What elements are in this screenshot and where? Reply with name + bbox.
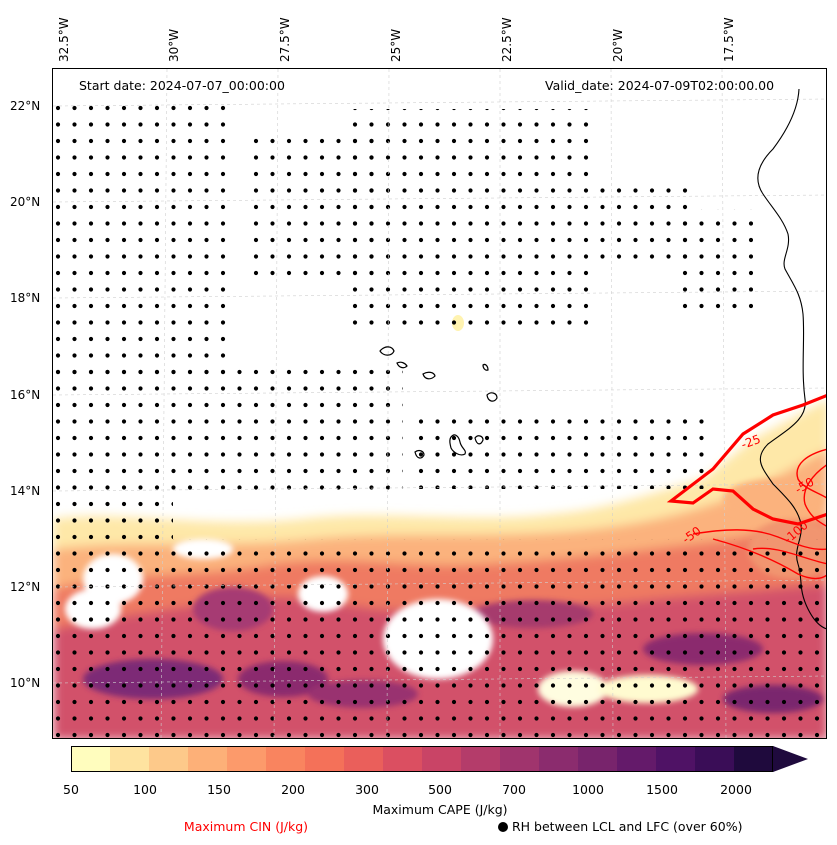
cape-verde-islands [379,346,498,459]
cbar-tick-700: 700 [502,782,526,797]
lon-label-30W: 30°W [167,28,181,62]
map-panel: -25 -50 -50 -100 [52,68,827,739]
lat-label-20N: 20°N [10,195,41,209]
cin-legend-label: Maximum CIN (J/kg) [183,819,309,834]
colorbar-swatch [305,746,345,772]
colorbar-swatch [344,746,384,772]
lat-label-16N: 16°N [10,388,41,402]
colorbar-swatch [695,746,735,772]
cbar-tick-200: 200 [281,782,305,797]
lon-label-27.5W: 27.5°W [278,17,292,62]
colorbar-swatch [227,746,267,772]
cape-colorbar [71,746,808,772]
cbar-tick-100: 100 [133,782,157,797]
colorbar-extend-arrow [773,746,808,772]
lon-label-32.5W: 32.5°W [57,17,71,62]
rh-legend-label: RH between LCL and LFC (over 60%) [512,819,743,834]
cin-contours [666,394,826,580]
graticule [53,69,826,738]
colorbar-swatch [578,746,618,772]
colorbar-swatch [734,746,774,772]
lat-label-18N: 18°N [10,291,41,305]
lat-label-14N: 14°N [10,484,41,498]
colorbar-swatch [656,746,696,772]
africa-coastline [757,88,826,630]
start-date-label: Start date: 2024-07-07_00:00:00 [79,78,285,93]
lat-label-10N: 10°N [10,676,41,690]
colorbar-swatch [422,746,462,772]
map-canvas: -25 -50 -50 -100 [53,69,826,738]
cbar-tick-300: 300 [355,782,379,797]
colorbar-swatch [110,746,150,772]
lat-label-12N: 12°N [10,580,41,594]
lon-label-22.5W: 22.5°W [500,17,514,62]
colorbar-swatch [71,746,111,772]
lon-label-20W: 20°W [611,28,625,62]
cbar-tick-1000: 1000 [572,782,604,797]
rh-legend: RH between LCL and LFC (over 60%) [498,819,742,834]
rh-dot-pattern [53,99,826,738]
colorbar-label: Maximum CAPE (J/kg) [372,802,508,817]
colorbar-swatch [188,746,228,772]
colorbar-swatch [149,746,189,772]
lat-label-22N: 22°N [10,99,41,113]
colorbar-swatch [266,746,306,772]
colorbar-swatch [461,746,501,772]
cbar-tick-150: 150 [207,782,231,797]
cbar-tick-500: 500 [428,782,452,797]
lon-label-25W: 25°W [389,28,403,62]
colorbar-swatch [383,746,423,772]
cbar-tick-50: 50 [63,782,79,797]
colorbar-swatch [617,746,657,772]
cin-label-1: -25 [739,432,762,452]
colorbar-swatch [500,746,540,772]
cbar-tick-1500: 1500 [646,782,678,797]
cbar-tick-2000: 2000 [720,782,752,797]
lon-label-17.5W: 17.5°W [722,17,736,62]
valid-date-label: Valid_date: 2024-07-09T02:00:00.00 [545,78,775,93]
rh-dot-icon [498,821,508,832]
colorbar-swatch [539,746,579,772]
